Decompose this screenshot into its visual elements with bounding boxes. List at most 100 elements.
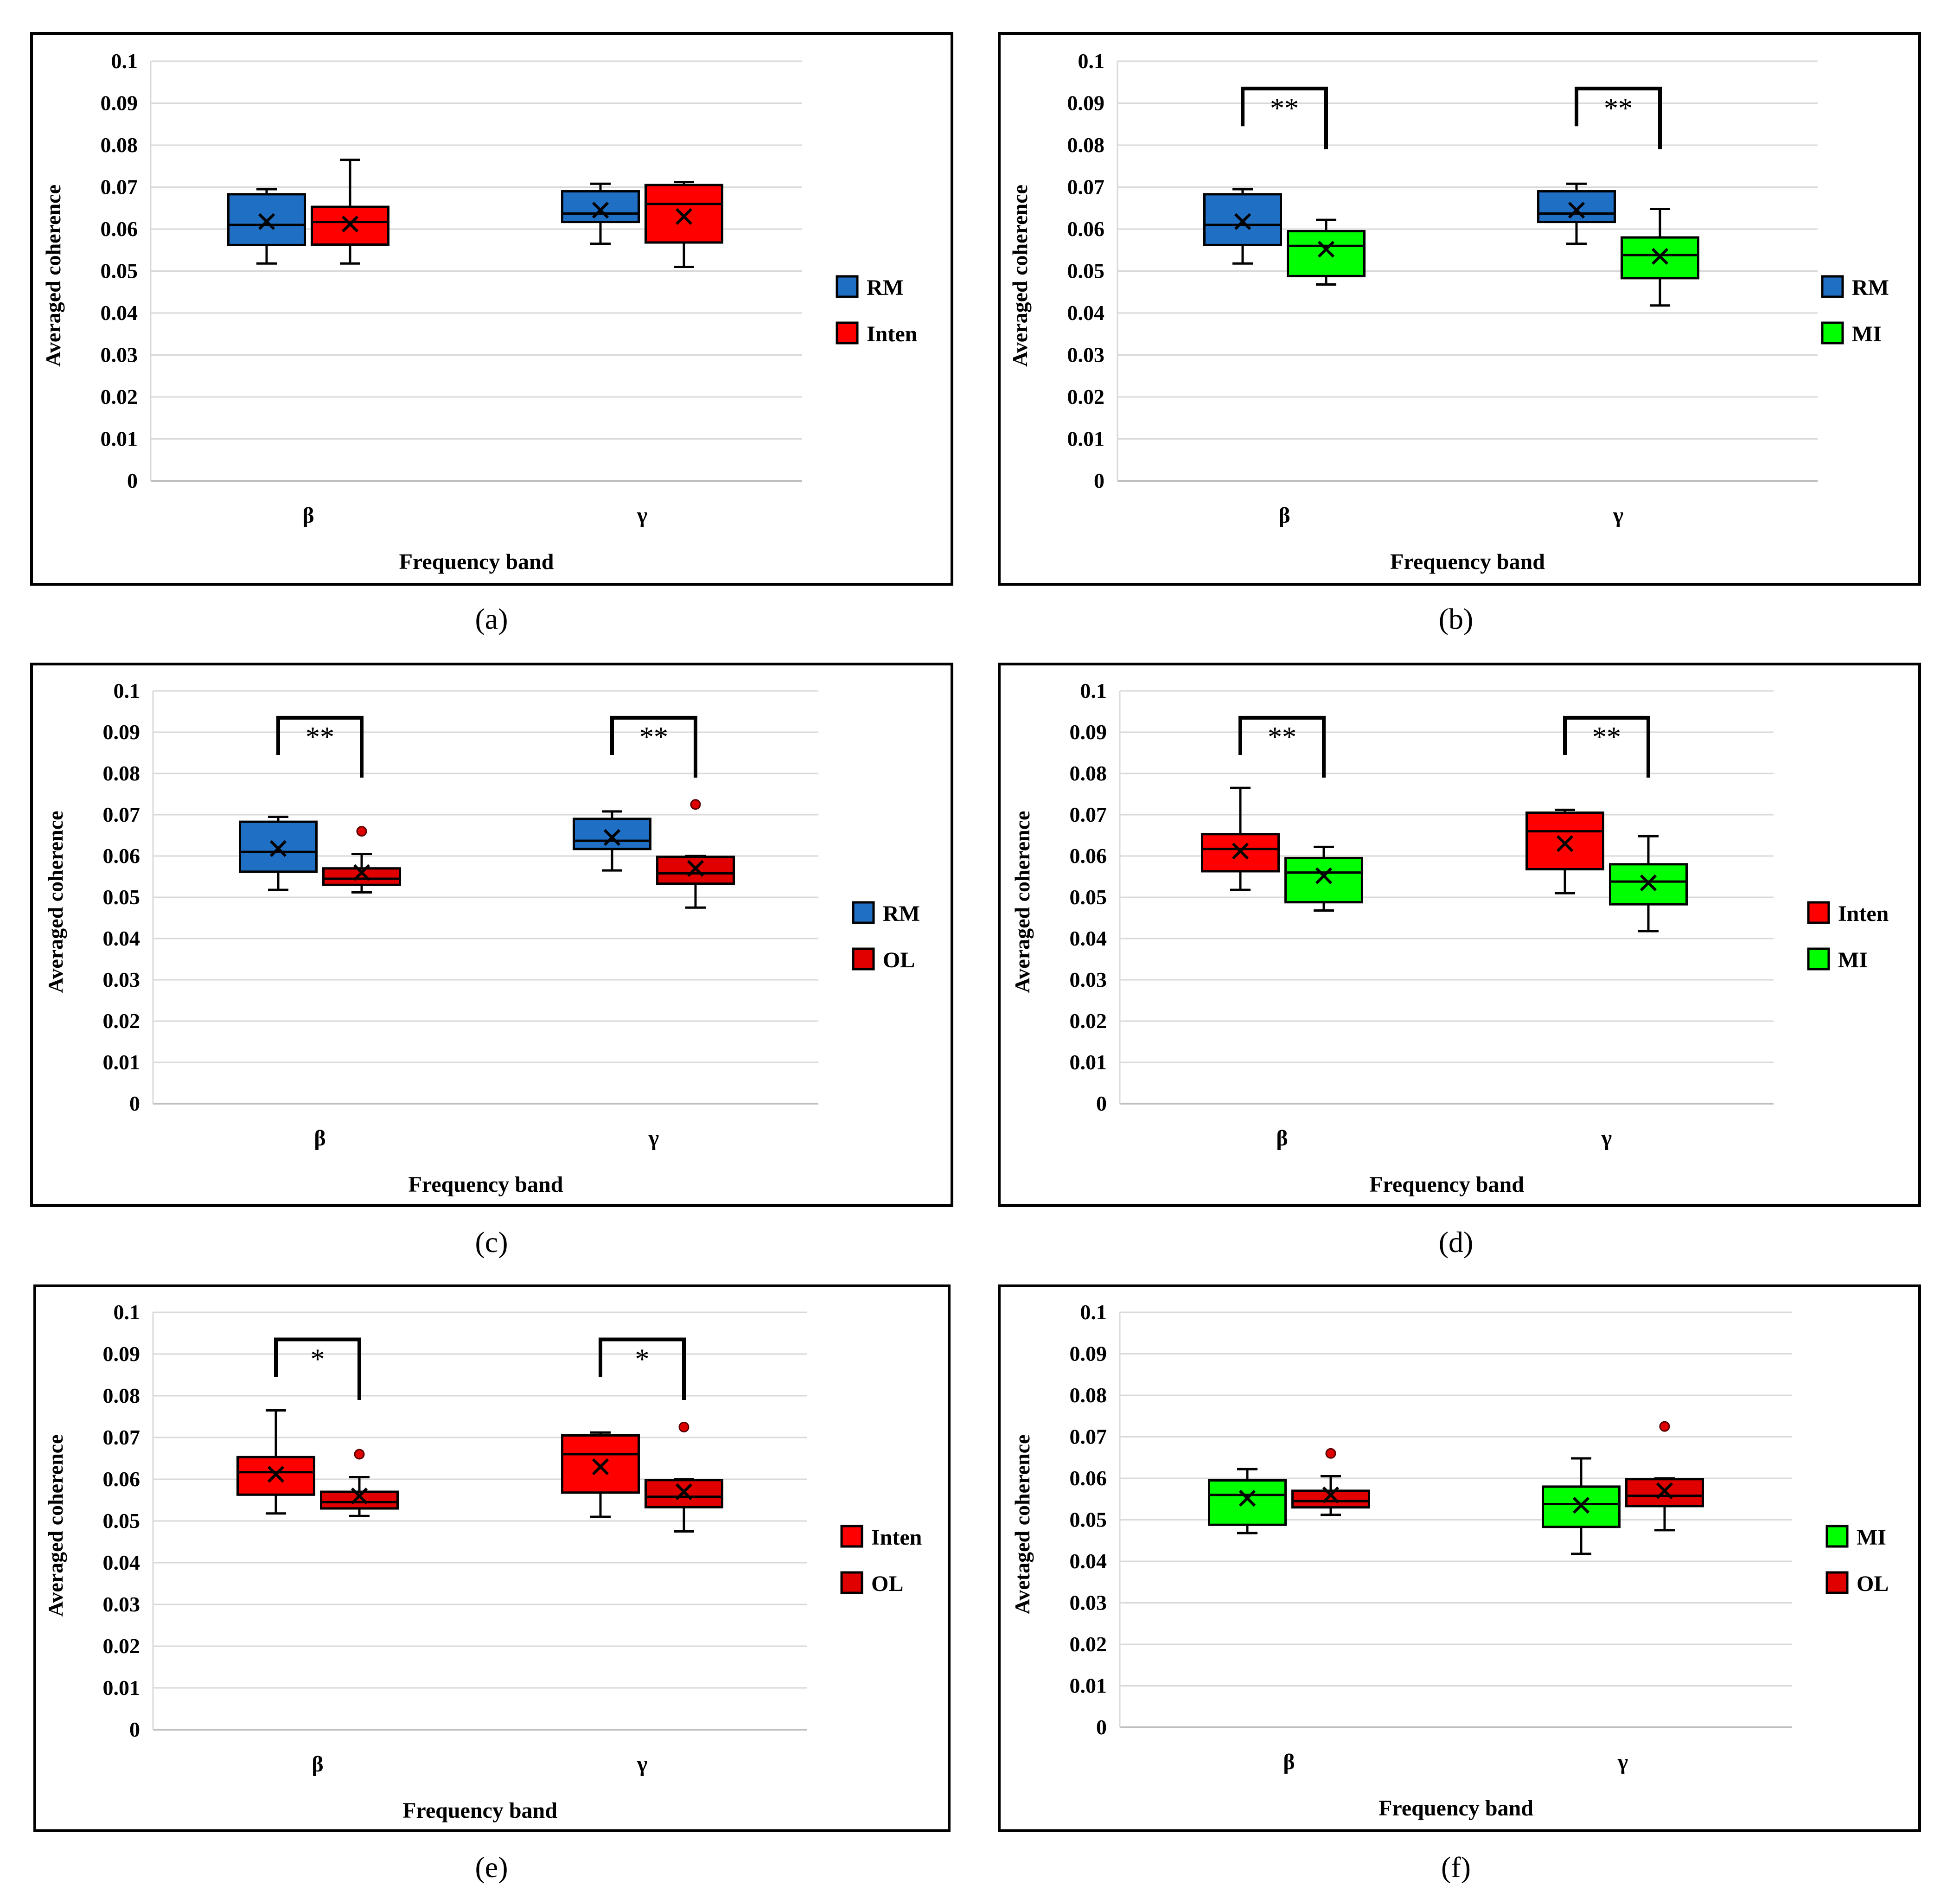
y-tick-label: 0.09 bbox=[103, 1342, 140, 1366]
panel-frame bbox=[30, 663, 953, 1207]
y-tick-label: 0 bbox=[1096, 1715, 1107, 1739]
outlier-point bbox=[356, 826, 367, 837]
box-ol-1 bbox=[656, 799, 735, 909]
y-tick-label: 0.09 bbox=[1067, 91, 1105, 115]
legend-swatch bbox=[1807, 901, 1830, 924]
box-ol-0 bbox=[1291, 1448, 1370, 1516]
panel-frame bbox=[998, 1284, 1921, 1832]
mean-marker bbox=[592, 1458, 609, 1476]
iqr-box bbox=[561, 1434, 640, 1494]
legend-label: Inten bbox=[871, 1525, 922, 1550]
y-axis-title: Averaged coherence bbox=[44, 1435, 67, 1617]
box-mi-1 bbox=[1542, 1457, 1621, 1555]
x-tick-label: β bbox=[1283, 1750, 1295, 1774]
legend-label: OL bbox=[1857, 1572, 1889, 1596]
y-tick-label: 0.06 bbox=[1070, 1466, 1107, 1490]
y-tick-label: 0 bbox=[129, 1718, 140, 1741]
y-tick-label: 0.01 bbox=[1070, 1674, 1107, 1698]
legend-swatch bbox=[836, 275, 859, 298]
mean-marker bbox=[1572, 1497, 1590, 1514]
mean-marker bbox=[258, 213, 275, 230]
legend-label: MI bbox=[1838, 948, 1868, 972]
bracket-line bbox=[1575, 86, 1662, 150]
box-ol-0 bbox=[320, 1449, 399, 1517]
x-axis-title: Frequency band bbox=[1369, 1172, 1524, 1197]
chart-panel-b: 0 0.01 0.02 0.03 0.04 0.05 0.06 0.07 0.08 0.09 0.1… bbox=[998, 32, 1921, 586]
x-tick-label: β bbox=[1276, 1126, 1288, 1150]
legend-swatch bbox=[1821, 275, 1844, 298]
significance-bracket: ** bbox=[276, 716, 364, 778]
box-inten-1 bbox=[561, 1431, 640, 1518]
y-tick-label: 0.05 bbox=[101, 259, 138, 283]
legend-swatch bbox=[1825, 1525, 1849, 1548]
bracket-line bbox=[599, 1337, 686, 1400]
y-tick-label: 0.05 bbox=[103, 1509, 140, 1533]
significance-bracket: ** bbox=[1575, 86, 1662, 150]
y-tick-label: 0.04 bbox=[101, 301, 138, 325]
x-tick-label: γ bbox=[637, 1752, 647, 1776]
y-tick-label: 0.01 bbox=[103, 1050, 140, 1074]
y-tick-label: 0.05 bbox=[1070, 1508, 1107, 1532]
y-tick-label: 0.08 bbox=[1070, 1383, 1107, 1407]
panel-frame bbox=[998, 663, 1921, 1207]
y-tick-label: 0.07 bbox=[1070, 1425, 1107, 1449]
mean-marker bbox=[1322, 1486, 1340, 1503]
panel-caption: (f) bbox=[1441, 1851, 1471, 1884]
iqr-box bbox=[645, 1479, 723, 1508]
y-tick-label: 0.1 bbox=[1078, 49, 1105, 73]
y-tick-label: 0.03 bbox=[103, 968, 140, 991]
y-tick-label: 0.07 bbox=[1067, 175, 1105, 199]
box-rm-1 bbox=[573, 810, 651, 872]
iqr-box bbox=[1287, 230, 1366, 277]
bracket-line bbox=[1238, 716, 1326, 778]
y-tick-label: 0.04 bbox=[103, 926, 140, 950]
box-rm-1 bbox=[561, 182, 640, 245]
mean-marker bbox=[353, 864, 370, 881]
mean-marker bbox=[1315, 867, 1333, 884]
mean-marker bbox=[1317, 241, 1335, 258]
mean-marker bbox=[1556, 835, 1574, 852]
box-mi-0 bbox=[1284, 845, 1363, 912]
mean-marker bbox=[1640, 874, 1657, 891]
chart-panel-d: 0 0.01 0.02 0.03 0.04 0.05 0.06 0.07 0.08 0.09 0.1… bbox=[998, 663, 1921, 1207]
mean-marker bbox=[1651, 248, 1669, 265]
mean-marker bbox=[1568, 202, 1585, 219]
legend-label: MI bbox=[1852, 322, 1882, 346]
y-tick-label: 0.02 bbox=[101, 385, 138, 409]
y-tick-label: 0.08 bbox=[1067, 133, 1105, 157]
box-inten-0 bbox=[236, 1409, 315, 1515]
y-tick-label: 0.08 bbox=[1070, 761, 1107, 785]
legend-label: OL bbox=[883, 948, 915, 972]
legend-label: MI bbox=[1857, 1525, 1886, 1550]
outlier-point bbox=[678, 1422, 689, 1432]
chart-panel-c: 0 0.01 0.02 0.03 0.04 0.05 0.06 0.07 0.08 0.09 0.1… bbox=[30, 663, 953, 1207]
legend-swatch bbox=[852, 947, 875, 971]
y-tick-label: 0.02 bbox=[1067, 385, 1105, 409]
y-tick-label: 0.1 bbox=[114, 679, 140, 703]
significance-label: ** bbox=[1592, 722, 1621, 753]
significance-label: ** bbox=[306, 722, 334, 753]
iqr-box bbox=[1525, 811, 1604, 870]
y-tick-label: 0.05 bbox=[1070, 885, 1107, 909]
panel-caption: (b) bbox=[1439, 602, 1474, 635]
box-ol-0 bbox=[322, 826, 401, 894]
y-tick-label: 0.09 bbox=[101, 91, 138, 115]
y-tick-label: 0.08 bbox=[101, 133, 138, 157]
legend-swatch bbox=[1825, 1571, 1849, 1594]
y-tick-label: 0.06 bbox=[103, 1467, 140, 1491]
y-tick-label: 0.06 bbox=[101, 217, 138, 241]
legend-label: Inten bbox=[867, 322, 917, 346]
panel-frame bbox=[998, 32, 1921, 586]
x-tick-label: β bbox=[314, 1126, 326, 1150]
outlier-point bbox=[690, 799, 701, 810]
y-tick-label: 0.03 bbox=[103, 1592, 140, 1616]
iqr-box bbox=[1208, 1479, 1287, 1526]
y-tick-label: 0.04 bbox=[103, 1551, 140, 1574]
y-tick-label: 0.04 bbox=[1070, 1549, 1107, 1573]
legend-label: RM bbox=[867, 275, 904, 300]
y-tick-label: 0.08 bbox=[103, 1384, 140, 1407]
y-tick-label: 0.1 bbox=[1080, 679, 1107, 703]
y-tick-label: 0.01 bbox=[1067, 427, 1105, 451]
y-tick-label: 0 bbox=[129, 1092, 140, 1115]
